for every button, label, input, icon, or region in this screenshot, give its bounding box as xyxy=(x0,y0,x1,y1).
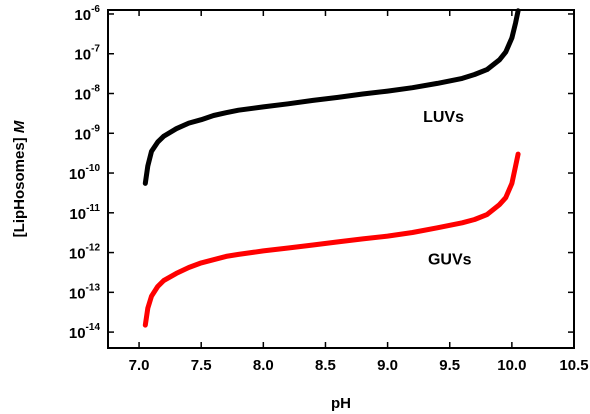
y-tick-exponent: -6 xyxy=(91,4,100,15)
x-axis-label: pH xyxy=(331,395,351,412)
series-label-guvs: GUVs xyxy=(428,252,472,269)
y-tick-exponent: -8 xyxy=(91,84,100,95)
y-tick-label: 10-7 xyxy=(74,44,100,64)
y-tick-base: 10 xyxy=(69,246,86,263)
series-layer xyxy=(142,8,521,328)
y-tick-label: 10-6 xyxy=(74,4,100,24)
y-tick-exponent: -14 xyxy=(86,322,101,333)
series-line-luvs xyxy=(142,8,521,186)
x-tick-label: 8.0 xyxy=(253,357,274,374)
x-tick-label: 10.5 xyxy=(559,357,588,374)
x-tick-label: 9.0 xyxy=(377,357,398,374)
series-line-guvs xyxy=(142,151,521,328)
y-tick-exponent: -13 xyxy=(86,282,101,293)
y-tick-exponent: -12 xyxy=(86,243,101,254)
y-tick-exponent: -9 xyxy=(91,123,100,134)
x-tick-label: 10.0 xyxy=(497,357,526,374)
y-tick-base: 10 xyxy=(69,206,86,223)
x-tick-label: 8.5 xyxy=(315,357,336,374)
y-axis-label-unit: M xyxy=(11,120,28,133)
y-tick-base: 10 xyxy=(69,325,86,342)
y-tick-label: 10-13 xyxy=(69,282,101,302)
y-tick-exponent: -7 xyxy=(91,44,100,55)
y-tick-label: 10-11 xyxy=(69,203,100,223)
y-tick-label: 10-14 xyxy=(69,322,101,342)
y-tick-label: 10-8 xyxy=(74,84,100,104)
x-tick-label: 7.0 xyxy=(129,357,150,374)
y-axis-label-main: [LipHosomes] xyxy=(11,133,28,237)
y-axis-label: [LipHosomes] M xyxy=(11,120,28,237)
y-tick-label: 10-12 xyxy=(69,243,101,263)
plot-area xyxy=(107,9,575,349)
y-tick-base: 10 xyxy=(69,166,86,183)
series-label-luvs: LUVs xyxy=(423,109,464,126)
y-tick-exponent: -11 xyxy=(86,203,100,214)
y-tick-exponent: -10 xyxy=(86,163,101,174)
y-tick-label: 10-9 xyxy=(74,123,100,143)
y-tick-base: 10 xyxy=(74,126,91,143)
x-tick-label: 9.5 xyxy=(439,357,460,374)
y-tick-base: 10 xyxy=(74,87,91,104)
x-tick-label: 7.5 xyxy=(191,357,212,374)
y-tick-label: 10-10 xyxy=(69,163,101,183)
y-tick-base: 10 xyxy=(74,7,91,24)
label-layer: LUVs GUVs xyxy=(423,109,472,268)
y-tick-base: 10 xyxy=(74,47,91,64)
tick-layer: 7.0 7.5 8.0 8.5 9.0 9.5 10.0 10.510-610-710-810… xyxy=(69,4,589,374)
y-tick-base: 10 xyxy=(69,285,86,302)
